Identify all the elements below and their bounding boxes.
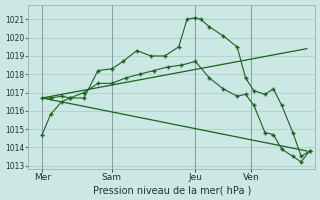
- X-axis label: Pression niveau de la mer( hPa ): Pression niveau de la mer( hPa ): [92, 185, 251, 195]
